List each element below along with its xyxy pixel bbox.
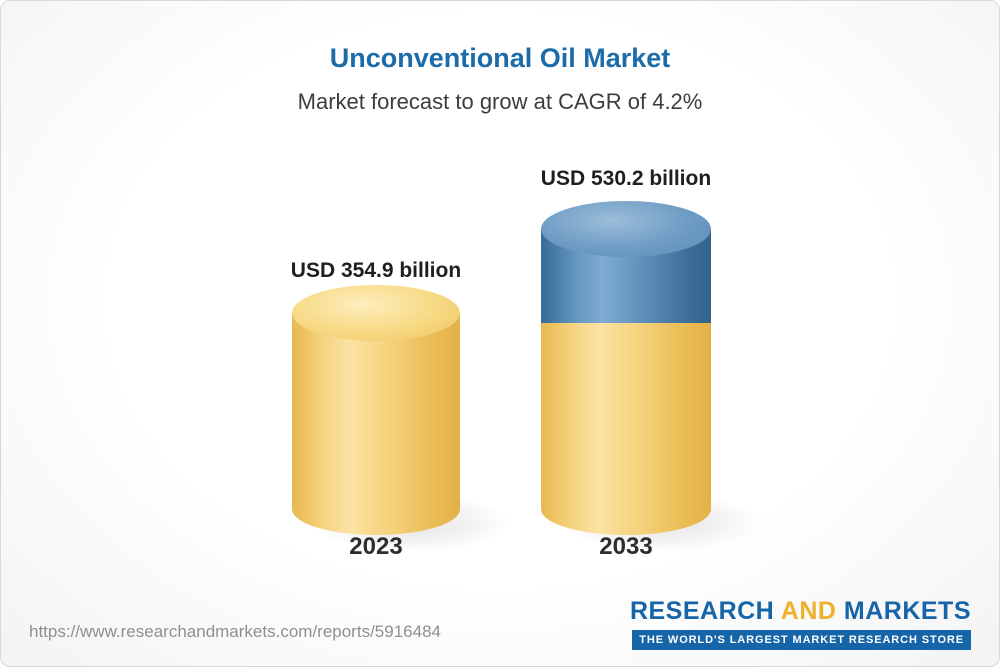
category-label-2023: 2023 bbox=[349, 533, 403, 560]
logo-word-markets: MARKETS bbox=[843, 597, 971, 625]
value-label-2023: USD 354.9 billion bbox=[290, 259, 462, 282]
chart-subtitle: Market forecast to grow at CAGR of 4.2% bbox=[297, 89, 703, 114]
report-url[interactable]: https://www.researchandmarkets.com/repor… bbox=[29, 622, 441, 641]
logo: RESEARCH AND MARKETS THE WORLD'S LARGEST… bbox=[630, 597, 971, 650]
logo-wordmark: RESEARCH AND MARKETS bbox=[630, 597, 971, 626]
bar-2023-body bbox=[292, 313, 460, 535]
logo-tagline: THE WORLD'S LARGEST MARKET RESEARCH STOR… bbox=[632, 630, 971, 650]
logo-word-and: AND bbox=[780, 597, 837, 625]
logo-word-research: RESEARCH bbox=[629, 597, 775, 625]
value-label-2033: USD 530.2 billion bbox=[540, 167, 712, 190]
bar-2023-top-face bbox=[292, 285, 460, 341]
bar-2033-top-face bbox=[541, 201, 711, 257]
chart-title: Unconventional Oil Market bbox=[329, 43, 671, 73]
bar-2033-base-segment bbox=[541, 323, 711, 535]
category-label-2033: 2033 bbox=[599, 533, 653, 560]
